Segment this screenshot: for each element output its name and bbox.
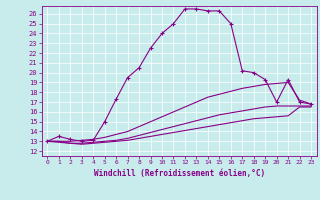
X-axis label: Windchill (Refroidissement éolien,°C): Windchill (Refroidissement éolien,°C) bbox=[94, 169, 265, 178]
